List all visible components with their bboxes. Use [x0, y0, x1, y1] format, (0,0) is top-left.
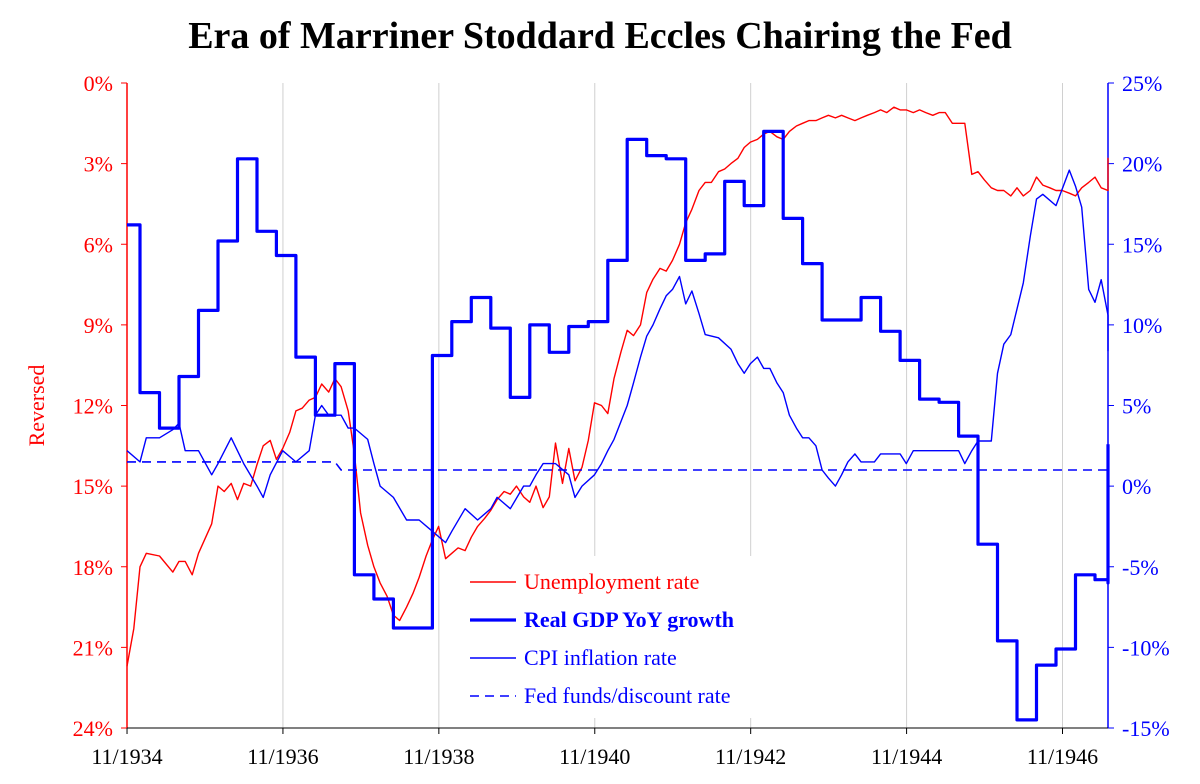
x-tick-label: 11/1942 [715, 744, 786, 769]
x-tick-label: 11/1944 [871, 744, 942, 769]
left-tick-label: 15% [73, 474, 113, 499]
right-tick-label: -5% [1122, 555, 1159, 580]
left-tick-label: 24% [73, 716, 113, 741]
left-tick-label: 18% [73, 555, 113, 580]
x-tick-label: 11/1934 [91, 744, 162, 769]
right-tick-label: 15% [1122, 232, 1162, 257]
left-tick-label: 9% [84, 313, 113, 338]
left-tick-label: 6% [84, 232, 113, 257]
chart-title: Era of Marriner Stoddard Eccles Chairing… [188, 15, 1012, 57]
legend-background [464, 556, 794, 718]
left-tick-label: 21% [73, 635, 113, 660]
right-tick-label: -15% [1122, 716, 1170, 741]
series-line-unemployment [126, 106, 1109, 667]
x-tick-label: 11/1936 [247, 744, 318, 769]
x-tick-label: 11/1938 [403, 744, 474, 769]
left-tick-label: 0% [84, 71, 113, 96]
left-axis-title: Reversed [24, 365, 49, 447]
x-tick-label: 11/1940 [559, 744, 630, 769]
legend: Unemployment rate Real GDP YoY growth CPI … [464, 556, 794, 718]
left-tick-label: 12% [73, 394, 113, 419]
left-tick-label: 3% [84, 152, 113, 177]
series-line-cpi [126, 169, 1109, 544]
x-tick-label: 11/1946 [1027, 744, 1098, 769]
right-tick-label: 5% [1122, 394, 1151, 419]
right-tick-label: 10% [1122, 313, 1162, 338]
right-tick-label: 20% [1122, 152, 1162, 177]
series-line-fed [127, 461, 1109, 471]
right-tick-label: -10% [1122, 635, 1170, 660]
plot-series [126, 106, 1110, 722]
right-tick-label: 0% [1122, 474, 1151, 499]
legend-label-gdp: Real GDP YoY growth [524, 607, 734, 632]
legend-label-fed: Fed funds/discount rate [524, 683, 731, 708]
series-line-gdp [127, 129, 1110, 722]
legend-label-cpi: CPI inflation rate [524, 645, 677, 670]
tick-labels: 0% 3% 6% 9% 12% 15% 18% 21% 24% 25% 20% 15% 10% 5% 0% -… [24, 71, 1170, 769]
legend-label-unemployment: Unemployment rate [524, 569, 699, 594]
right-tick-label: 25% [1122, 71, 1162, 96]
